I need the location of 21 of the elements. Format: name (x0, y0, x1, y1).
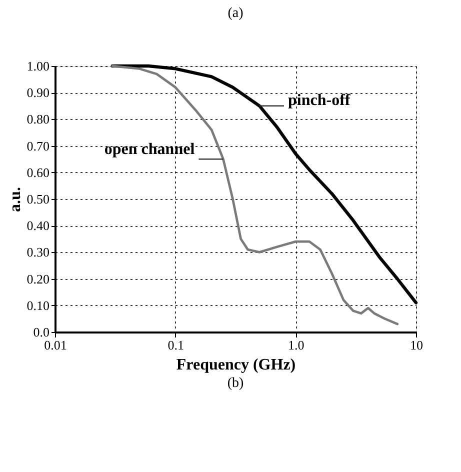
x-axis-title: Frequency (GHz) (176, 356, 296, 374)
series-label: open channel (104, 141, 196, 158)
y-tick-label: 0.10 (26, 298, 50, 313)
y-tick-label: 0.80 (26, 112, 50, 127)
y-tick-label: 0.20 (26, 271, 50, 286)
y-tick-label: 0.30 (26, 244, 50, 260)
y-tick-label: 0.90 (26, 85, 50, 100)
x-tick-label: 0.1 (168, 338, 184, 352)
x-tick-label: 10 (410, 338, 423, 352)
y-tick-label: 0.40 (26, 218, 50, 234)
y-tick-label: 0.70 (26, 138, 50, 154)
x-tick-label: 1.0 (288, 338, 304, 352)
y-tick-label: 0.0 (33, 324, 50, 340)
y-tick-label: 0.60 (26, 164, 50, 180)
x-tick-label: 0.01 (44, 338, 67, 352)
text: (b) (227, 376, 244, 391)
series-label: pinch-off (288, 92, 351, 109)
y-tick-label: 0.50 (26, 192, 50, 206)
y-tick-label: 1.00 (26, 58, 50, 74)
text: (a) (228, 6, 244, 21)
y-axis-title: a.u. (6, 187, 24, 212)
